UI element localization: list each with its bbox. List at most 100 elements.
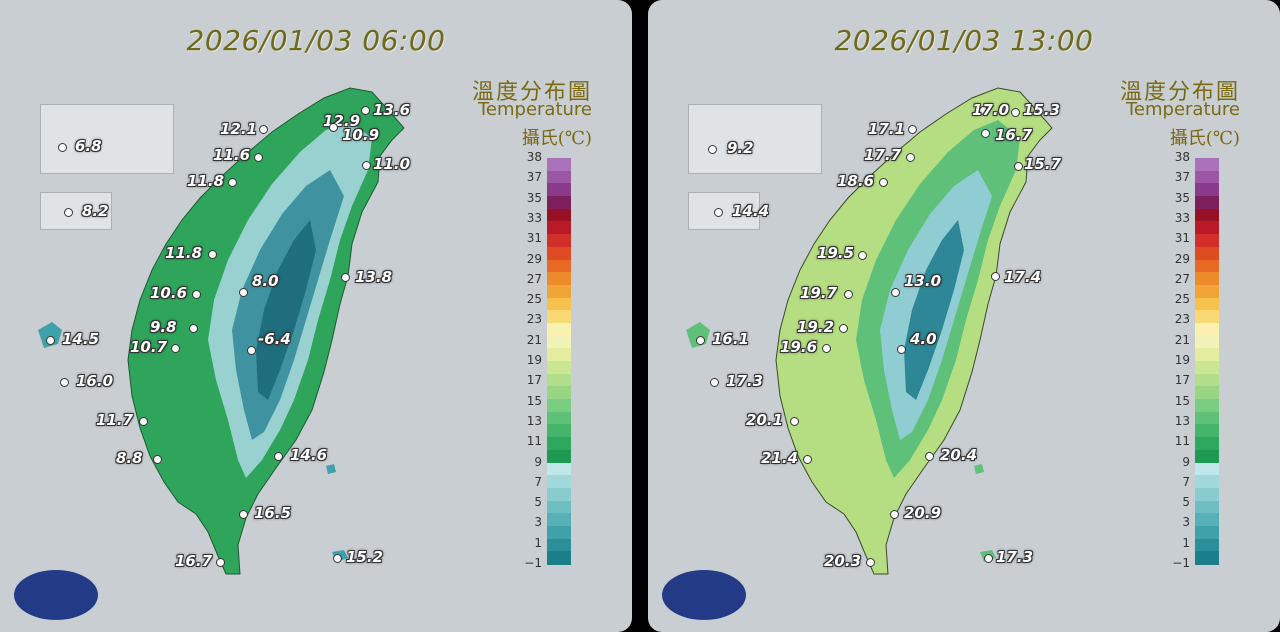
station-marker	[858, 251, 867, 260]
station-marker	[247, 346, 256, 355]
colorbar-segment	[1195, 322, 1219, 337]
station-temperature-label: 19.7	[800, 284, 838, 302]
station-temperature-label: 15.3	[1023, 101, 1061, 119]
station-temperature-label: 10.9	[342, 126, 380, 144]
station-marker	[333, 554, 342, 563]
colorbar-segment	[547, 551, 571, 565]
station-marker	[259, 125, 268, 134]
station-marker	[890, 510, 899, 519]
station-temperature-label: 14.6	[290, 446, 328, 464]
station-marker	[329, 123, 338, 132]
station-temperature-label: 18.6	[837, 172, 875, 190]
station-temperature-label: 11.8	[187, 172, 225, 190]
station-marker	[714, 208, 723, 217]
station-marker	[891, 288, 900, 297]
temperature-colorbar	[1195, 158, 1219, 565]
colorbar-segment	[1195, 310, 1219, 324]
station-marker	[979, 106, 988, 115]
timestamp-title: 2026/01/03 06:00	[186, 24, 446, 57]
station-marker	[46, 336, 55, 345]
colorbar-tick-label: 37	[526, 170, 542, 185]
station-temperature-label: 6.8	[75, 137, 102, 155]
station-temperature-label: 20.3	[824, 552, 862, 570]
colorbar-tick-label: 31	[526, 231, 542, 246]
colorbar-segment	[547, 538, 571, 552]
colorbar-segment	[547, 475, 571, 489]
station-marker	[228, 178, 237, 187]
station-temperature-label: 10.7	[130, 338, 168, 356]
station-marker	[239, 510, 248, 519]
colorbar-segment	[547, 399, 571, 413]
mountain-ridge-shape	[256, 220, 316, 400]
colorbar-tick-label: 27	[526, 271, 542, 286]
station-marker	[822, 344, 831, 353]
station-marker	[866, 558, 875, 567]
colorbar-tick-label: 7	[1182, 474, 1190, 489]
colorbar-segment	[547, 246, 571, 260]
station-marker	[839, 324, 848, 333]
station-temperature-label: 14.5	[62, 330, 100, 348]
station-temperature-label: 4.0	[910, 330, 937, 348]
colorbar-segment	[1195, 170, 1219, 184]
timestamp-title: 2026/01/03 13:00	[834, 24, 1094, 57]
station-marker	[897, 345, 906, 354]
colorbar-tick-label: 35	[1174, 190, 1190, 205]
colorbar-tick-label: 1	[534, 535, 542, 550]
station-temperature-label: 21.4	[761, 449, 799, 467]
station-temperature-label: 8.2	[82, 202, 109, 220]
station-temperature-label: 11.7	[96, 411, 134, 429]
station-marker	[274, 452, 283, 461]
station-marker	[171, 344, 180, 353]
colorbar-segment	[547, 297, 571, 311]
colorbar-tick-label: 19	[526, 353, 542, 367]
colorbar-segment	[547, 284, 571, 299]
station-temperature-label: 8.0	[252, 272, 279, 290]
colorbar-segment	[547, 411, 571, 425]
cwa-logo	[662, 570, 746, 620]
colorbar-segment	[1195, 183, 1219, 197]
station-temperature-label: 11.8	[165, 244, 203, 262]
colorbar-segment	[1195, 411, 1219, 425]
station-temperature-label: 16.0	[76, 372, 114, 390]
station-temperature-label: 19.2	[797, 318, 835, 336]
colorbar-tick-label: 33	[526, 210, 542, 225]
colorbar-segment	[1195, 475, 1219, 489]
station-marker	[58, 143, 67, 152]
colorbar-segment	[547, 424, 571, 438]
colorbar-segment	[547, 361, 571, 375]
colorbar-segment	[1195, 424, 1219, 438]
colorbar-tick-label: 15	[1174, 393, 1190, 408]
colorbar-segment	[1195, 284, 1219, 299]
kinmen-inset	[40, 192, 112, 230]
colorbar-segment	[547, 322, 571, 337]
colorbar-tick-label: 27	[1174, 271, 1190, 286]
colorbar-segment	[547, 335, 571, 349]
taiwan-map-0600	[38, 87, 405, 575]
colorbar-segment	[547, 310, 571, 324]
station-marker	[153, 455, 162, 464]
colorbar-segment	[1195, 158, 1219, 172]
station-marker	[908, 125, 917, 134]
station-temperature-label: 16.7	[995, 126, 1033, 144]
station-marker	[139, 417, 148, 426]
colorbar-tick-label: 38	[526, 150, 542, 164]
station-marker	[1011, 108, 1020, 117]
kinmen-matsu-inset	[40, 104, 174, 174]
station-temperature-label: 17.3	[996, 548, 1034, 566]
colorbar-tick-label: 19	[1174, 353, 1190, 367]
colorbar-segment	[547, 208, 571, 222]
station-temperature-label: 20.9	[904, 504, 942, 522]
station-marker	[189, 324, 198, 333]
colorbar-segment	[1195, 462, 1219, 476]
station-marker	[362, 161, 371, 170]
station-temperature-label: 13.8	[355, 268, 393, 286]
temperature-map-panel-0600: 2026/01/03 06:00 溫度分布圖 Temperature 攝氏(℃)…	[0, 0, 632, 632]
colorbar-segment	[547, 221, 571, 235]
legend-title-en: Temperature	[1125, 99, 1240, 120]
colorbar-segment	[547, 525, 571, 540]
colorbar-segment	[1195, 246, 1219, 260]
station-temperature-label: 13.0	[904, 272, 942, 290]
station-temperature-label: 16.1	[712, 330, 750, 348]
colorbar-segment	[1195, 500, 1219, 514]
colorbar-segment	[1195, 348, 1219, 362]
